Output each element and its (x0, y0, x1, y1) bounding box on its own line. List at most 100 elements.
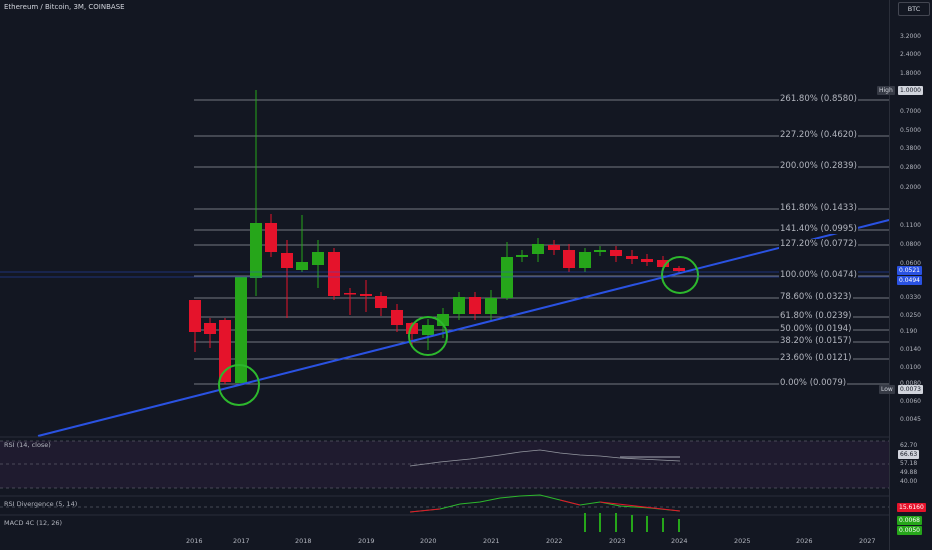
candle-body (235, 277, 247, 383)
macd-bar (631, 515, 633, 532)
candle-body (296, 262, 308, 270)
candle-body (579, 252, 591, 268)
candle-body (375, 296, 387, 308)
fib-level-label: 261.80% (0.8580) (779, 94, 858, 104)
price-badge: 0.0521 (897, 266, 922, 275)
fib-level-label: 0.00% (0.0079) (779, 378, 848, 388)
time-tick: 2020 (420, 537, 437, 545)
rsi-value: 62.70 (898, 441, 920, 450)
price-tick: 0.2800 (900, 164, 921, 171)
time-tick: 2018 (295, 537, 312, 545)
time-tick: 2021 (483, 537, 500, 545)
candle-body (626, 256, 638, 259)
rsi-line (409, 449, 681, 467)
candle-body (548, 245, 560, 250)
time-tick: 2025 (734, 537, 751, 545)
candle-body (204, 323, 216, 334)
rsi-band (0, 441, 889, 488)
candle-body (610, 250, 622, 256)
fib-level-label: 227.20% (0.4620) (779, 130, 858, 140)
price-tick: 0.0330 (900, 294, 921, 301)
price-tick: 0.2000 (900, 184, 921, 191)
candle-body (250, 223, 262, 278)
chart-title[interactable]: Ethereum / Bitcoin, 3M, COINBASE (4, 3, 125, 11)
low-tag-label: Low (879, 385, 895, 394)
candle-body (485, 298, 497, 314)
candle-body (391, 310, 403, 325)
price-tick: 0.0600 (900, 260, 921, 267)
highlight-circle (218, 364, 260, 406)
macd-bar (584, 513, 586, 532)
low-tag-value: 0.0073 (898, 385, 923, 394)
candle-body (344, 293, 356, 295)
fib-level-label: 127.20% (0.0772) (779, 239, 858, 249)
macd-bar (678, 519, 680, 532)
rsi-value: 49.88 (898, 468, 920, 477)
price-tick: 0.0045 (900, 416, 921, 423)
highlight-circle (408, 316, 448, 356)
rsi-value: 57.18 (898, 459, 920, 468)
rsi-div-value: 15.6160 (897, 503, 926, 512)
price-tick: 0.0250 (900, 312, 921, 319)
time-tick: 2016 (186, 537, 203, 545)
candle-body (563, 250, 575, 268)
candle-body (501, 257, 513, 298)
macd-bar (599, 513, 601, 532)
fib-level-label: 61.80% (0.0239) (779, 311, 853, 321)
time-tick: 2023 (609, 537, 626, 545)
candle-body (657, 260, 669, 267)
candle-body (532, 244, 544, 254)
price-tick: 0.7000 (900, 108, 921, 115)
price-tick: 2.4000 (900, 51, 921, 58)
macd-value: 0.0068 (897, 516, 922, 525)
rsi-div-line (409, 494, 681, 513)
highlight-circle (661, 256, 699, 294)
candle-body (406, 323, 418, 334)
candle-body (312, 252, 324, 265)
price-tick: 0.0060 (900, 398, 921, 405)
fib-level-label: 38.20% (0.0157) (779, 336, 853, 346)
macd-bar (615, 513, 617, 532)
time-tick: 2017 (233, 537, 250, 545)
candle-body (453, 297, 465, 314)
time-tick: 2026 (796, 537, 813, 545)
fib-level-label: 50.00% (0.0194) (779, 324, 853, 334)
rsi-value: 40.00 (898, 477, 920, 486)
rsi-label[interactable]: RSI (14, close) (4, 441, 51, 449)
time-tick: 2024 (671, 537, 688, 545)
macd-label[interactable]: MACD 4C (12, 26) (4, 519, 63, 527)
price-tick: 0.0100 (900, 364, 921, 371)
rsi-div-label[interactable]: RSI Divergence (5, 14) (4, 500, 78, 508)
candlestick-series (189, 90, 685, 385)
macd-histogram (584, 513, 680, 532)
candle-body (641, 259, 653, 262)
candle-body (219, 320, 231, 382)
high-tag-value: 1.0000 (898, 86, 923, 95)
price-tick: 0.5000 (900, 127, 921, 134)
macd-value: 0.0050 (897, 526, 922, 535)
candle-body (265, 223, 277, 252)
candle-body (281, 253, 293, 268)
candle-body (437, 314, 449, 326)
fib-level-label: 200.00% (0.2839) (779, 161, 858, 171)
macd-bar (646, 516, 648, 532)
candle-body (422, 325, 434, 335)
price-tick: 3.2000 (900, 33, 921, 40)
price-tick: 0.0800 (900, 241, 921, 248)
macd-bar (662, 518, 664, 532)
candle-body (594, 250, 606, 252)
time-tick: 2022 (546, 537, 563, 545)
fib-level-label: 100.00% (0.0474) (779, 270, 858, 280)
currency-button[interactable]: BTC (898, 2, 930, 16)
fib-level-label: 161.80% (0.1433) (779, 203, 858, 213)
fib-level-label: 23.60% (0.0121) (779, 353, 853, 363)
trendline[interactable] (37, 219, 890, 437)
price-badge: 0.0494 (897, 276, 922, 285)
candle-body (189, 300, 201, 332)
price-axis[interactable] (889, 0, 932, 550)
time-tick: 2027 (859, 537, 876, 545)
rsi-value: 66.63 (898, 450, 920, 459)
time-tick: 2019 (358, 537, 375, 545)
price-tick: 0.3800 (900, 145, 921, 152)
